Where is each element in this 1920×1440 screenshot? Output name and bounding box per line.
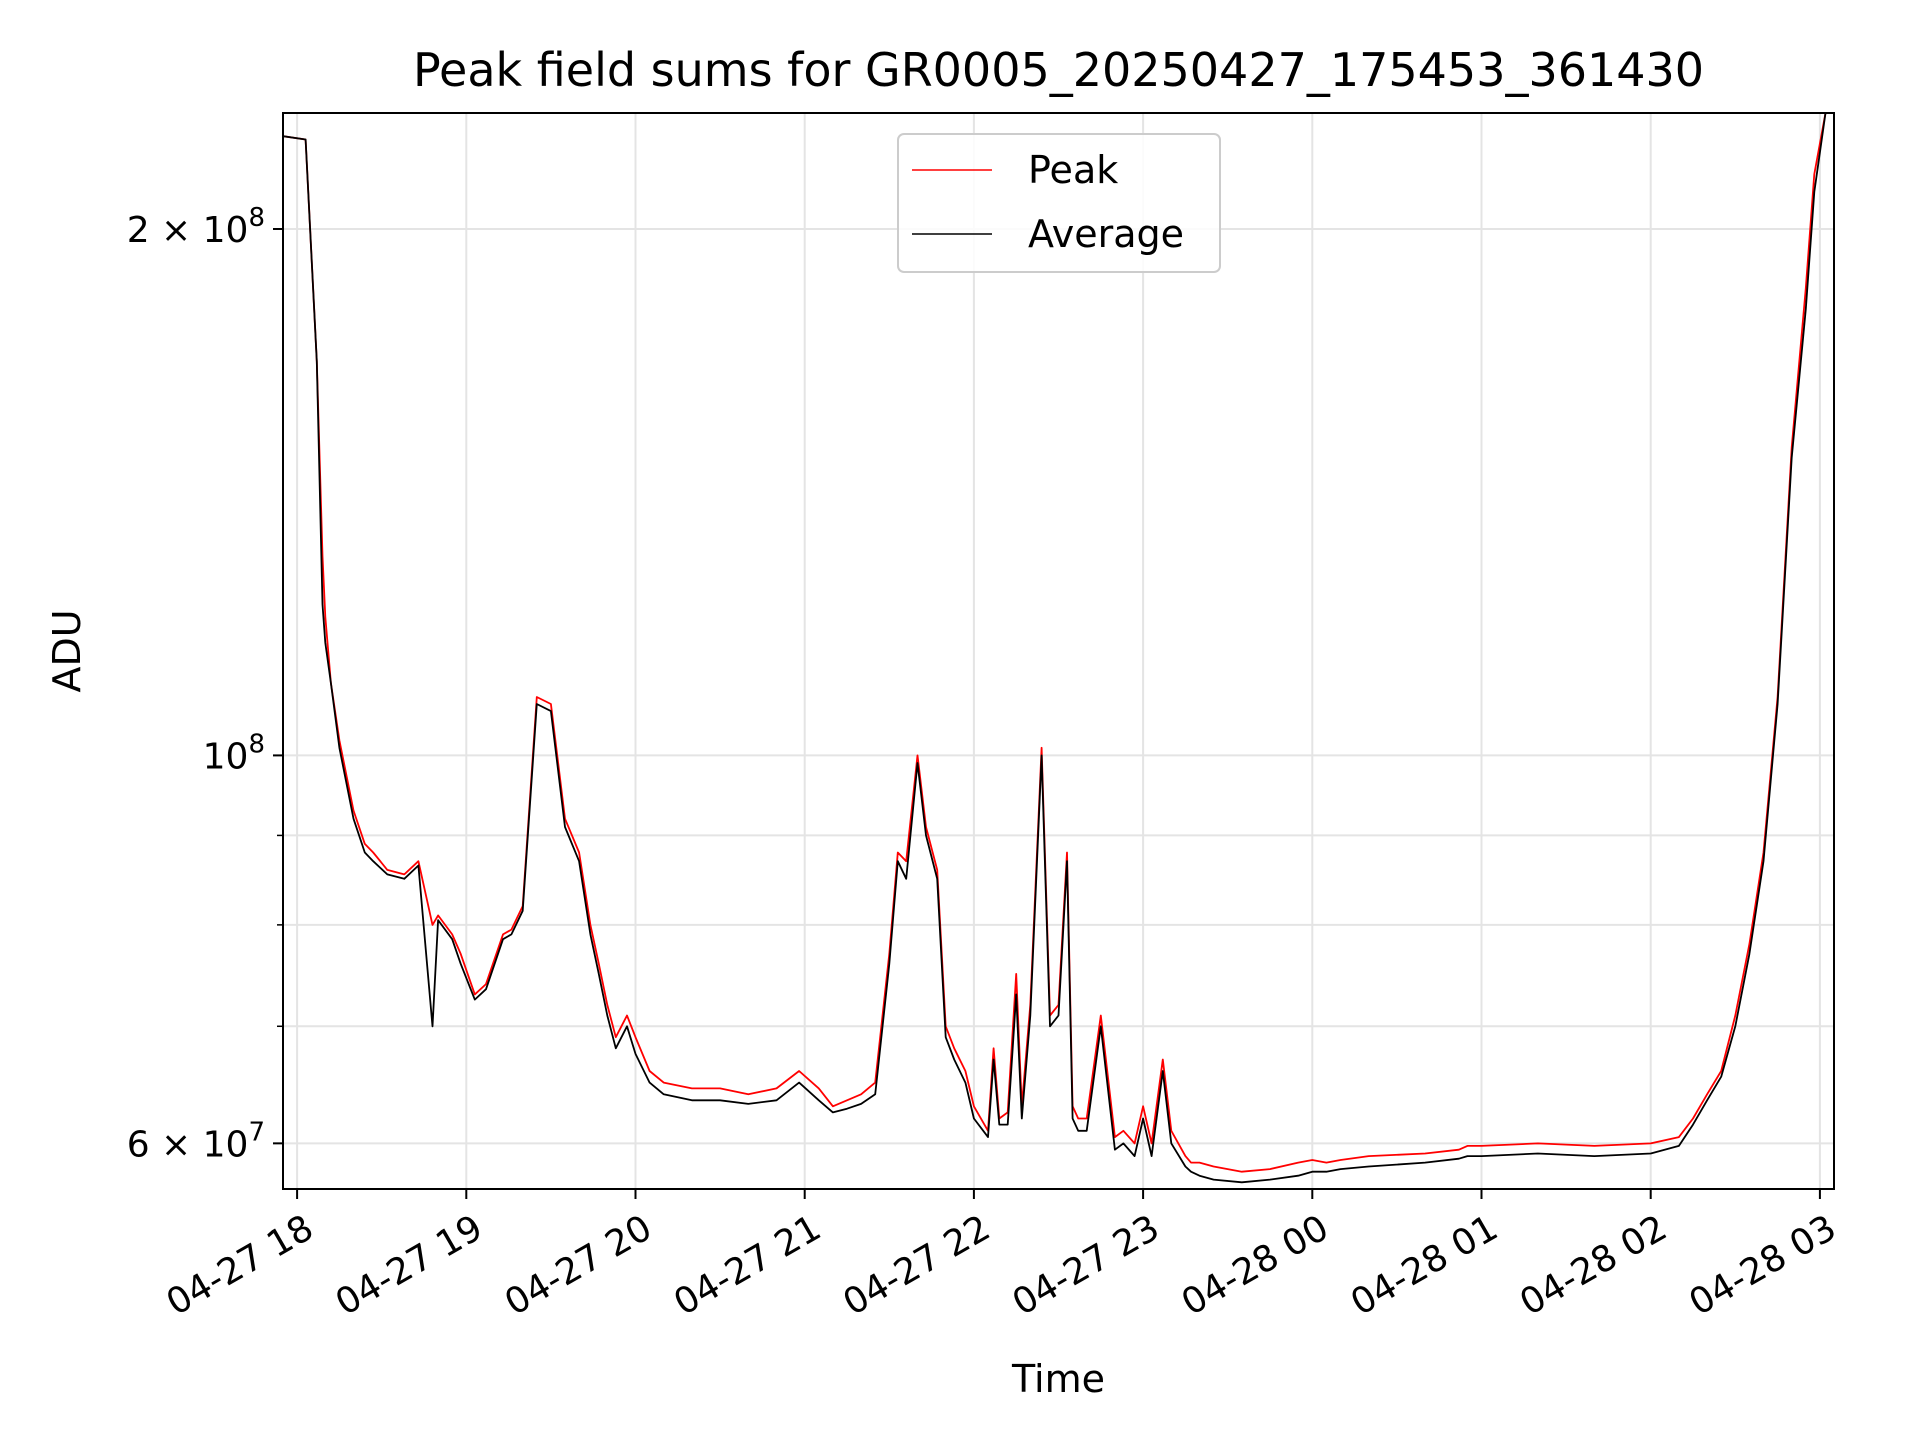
- series-line-average: [283, 113, 1827, 1184]
- y-tick-label: 6 × 107: [127, 1117, 265, 1165]
- legend-label-average: Average: [1028, 212, 1184, 256]
- chart-title: Peak field sums for GR0005_20250427_1754…: [413, 43, 1704, 97]
- grid: [283, 113, 1834, 1189]
- y-tick-label: 2 × 108: [127, 203, 265, 251]
- series-group: [283, 113, 1827, 1184]
- series-line-peak: [283, 113, 1827, 1173]
- legend: Peak Average: [897, 133, 1221, 273]
- y-axis-label: ADU: [45, 609, 89, 692]
- x-axis-label: Time: [1011, 1357, 1105, 1401]
- legend-box: [897, 133, 1221, 273]
- legend-label-peak: Peak: [1028, 148, 1118, 192]
- y-tick-label: 108: [203, 729, 265, 777]
- plot-frame: [282, 112, 1835, 1190]
- y-axis-ticks: 6 × 107 108 2 × 108: [127, 203, 283, 1165]
